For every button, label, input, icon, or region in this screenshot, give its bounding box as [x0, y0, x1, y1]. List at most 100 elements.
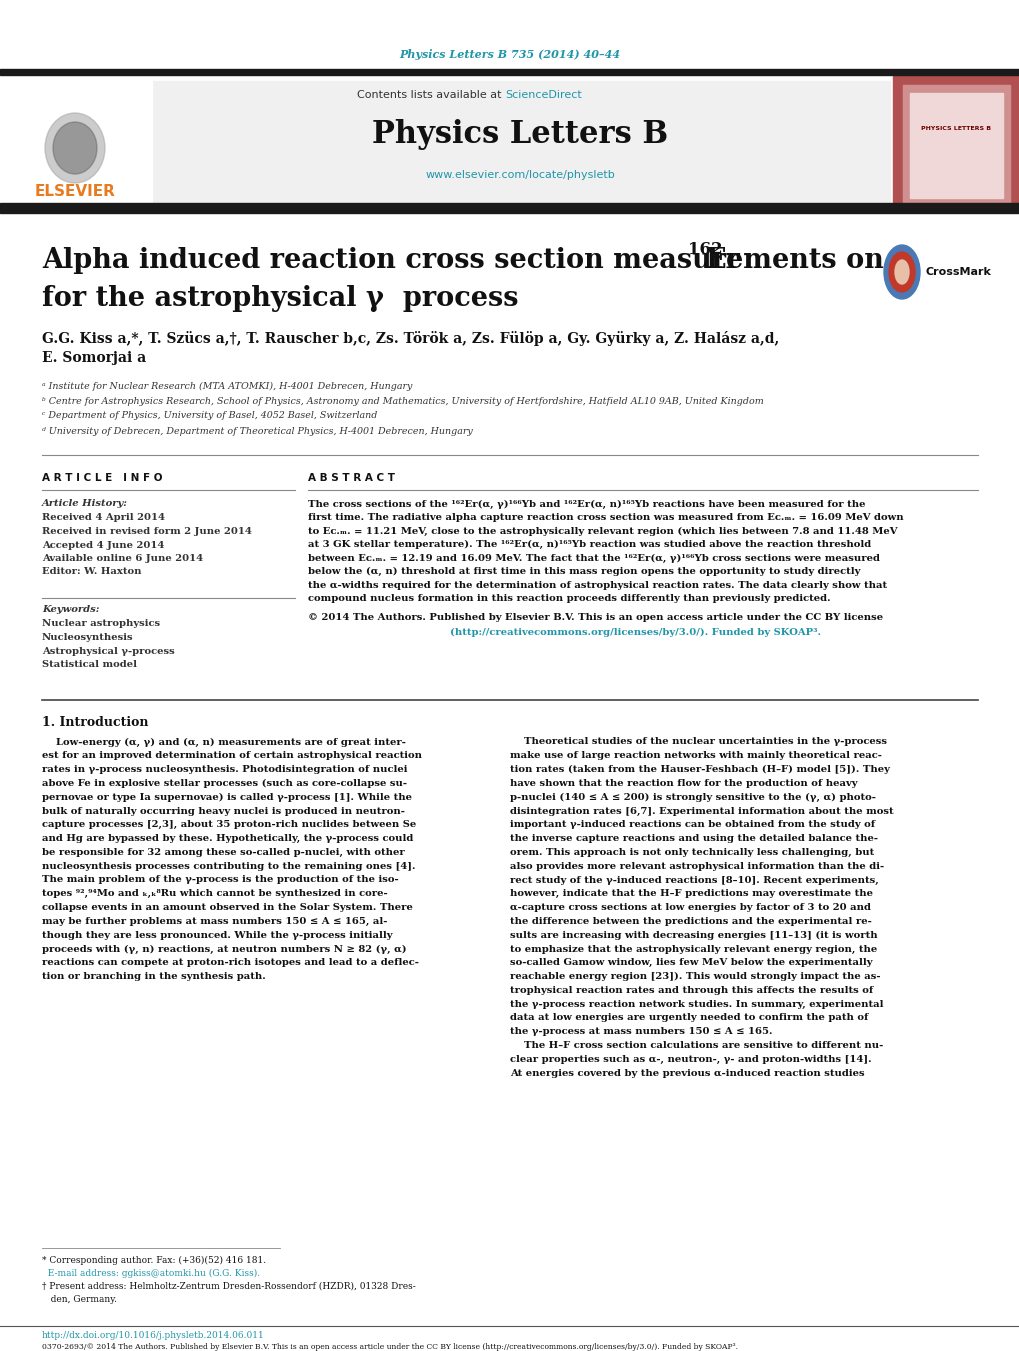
Bar	[0, 203, 1019, 213]
Text: Article History:: Article History:	[42, 500, 127, 508]
Ellipse shape	[889, 253, 914, 292]
Text: above Fe in explosive stellar processes (such as core-collapse su-: above Fe in explosive stellar processes …	[42, 778, 407, 788]
Text: tion or branching in the synthesis path.: tion or branching in the synthesis path.	[42, 973, 266, 981]
Text: reactions can compete at proton-rich isotopes and lead to a deflec-: reactions can compete at proton-rich iso…	[42, 958, 419, 967]
Text: topes ⁹²,⁹⁴Mo and ₖ,ₖ⁸Ru which cannot be synthesized in core-: topes ⁹²,⁹⁴Mo and ₖ,ₖ⁸Ru which cannot be…	[42, 889, 387, 898]
Text: capture processes [2,3], about 35 proton-rich nuclides between Se: capture processes [2,3], about 35 proton…	[42, 820, 416, 830]
Text: 0370-2693/© 2014 The Authors. Published by Elsevier B.V. This is an open access : 0370-2693/© 2014 The Authors. Published …	[42, 1343, 738, 1351]
Text: Received in revised form 2 June 2014: Received in revised form 2 June 2014	[42, 527, 252, 536]
Text: have shown that the reaction flow for the production of heavy: have shown that the reaction flow for th…	[510, 780, 857, 788]
Text: G.G. Kiss a,*, T. Szücs a,†, T. Rauscher b,c, Zs. Török a, Zs. Fülöp a, Gy. Gyür: G.G. Kiss a,*, T. Szücs a,†, T. Rauscher…	[42, 331, 779, 346]
Text: reachable energy region [23]). This would strongly impact the as-: reachable energy region [23]). This woul…	[510, 971, 879, 981]
Text: A R T I C L E   I N F O: A R T I C L E I N F O	[42, 473, 162, 484]
Text: pernovae or type Ia supernovae) is called γ-process [1]. While the: pernovae or type Ia supernovae) is calle…	[42, 793, 412, 801]
Text: * Corresponding author. Fax: (+36)(52) 416 181.: * Corresponding author. Fax: (+36)(52) 4…	[42, 1255, 266, 1265]
Text: ᵈ University of Debrecen, Department of Theoretical Physics, H-4001 Debrecen, Hu: ᵈ University of Debrecen, Department of …	[42, 427, 472, 435]
Text: Nuclear astrophysics: Nuclear astrophysics	[42, 620, 160, 628]
Text: 162: 162	[688, 240, 721, 258]
Text: Nucleosynthesis: Nucleosynthesis	[42, 634, 133, 642]
Text: 1. Introduction: 1. Introduction	[42, 716, 149, 728]
Text: clear properties such as α-, neutron-, γ- and proton-widths [14].: clear properties such as α-, neutron-, γ…	[510, 1055, 871, 1063]
Text: at 3 GK stellar temperature). The ¹⁶²Er(α, n)¹⁶⁵Yb reaction was studied above th: at 3 GK stellar temperature). The ¹⁶²Er(…	[308, 540, 870, 549]
Text: the inverse capture reactions and using the detailed balance the-: the inverse capture reactions and using …	[510, 834, 877, 843]
Text: Er: Er	[705, 246, 740, 273]
Text: make use of large reaction networks with mainly theoretical reac-: make use of large reaction networks with…	[510, 751, 881, 761]
Bar	[0, 69, 1019, 76]
Text: www.elsevier.com/locate/physletb: www.elsevier.com/locate/physletb	[425, 170, 614, 180]
Text: the difference between the predictions and the experimental re-: the difference between the predictions a…	[510, 917, 871, 925]
Text: ᵇ Centre for Astrophysics Research, School of Physics, Astronomy and Mathematics: ᵇ Centre for Astrophysics Research, Scho…	[42, 396, 763, 405]
Text: data at low energies are urgently needed to confirm the path of: data at low energies are urgently needed…	[510, 1013, 867, 1023]
Text: A B S T R A C T: A B S T R A C T	[308, 473, 394, 484]
Text: the γ-process at mass numbers 150 ≤ A ≤ 165.: the γ-process at mass numbers 150 ≤ A ≤ …	[510, 1027, 771, 1036]
Text: Low-energy (α, γ) and (α, n) measurements are of great inter-: Low-energy (α, γ) and (α, n) measurement…	[42, 738, 406, 747]
Text: also provides more relevant astrophysical information than the di-: also provides more relevant astrophysica…	[510, 862, 883, 870]
Text: below the (α, n) threshold at first time in this mass region opens the opportuni: below the (α, n) threshold at first time…	[308, 567, 860, 576]
Text: trophysical reaction rates and through this affects the results of: trophysical reaction rates and through t…	[510, 986, 872, 994]
Text: The H–F cross section calculations are sensitive to different nu-: The H–F cross section calculations are s…	[510, 1042, 882, 1050]
Text: α-capture cross sections at low energies by factor of 3 to 20 and: α-capture cross sections at low energies…	[510, 902, 870, 912]
Text: disintegration rates [6,7]. Experimental information about the most: disintegration rates [6,7]. Experimental…	[510, 807, 893, 816]
Text: Alpha induced reaction cross section measurements on: Alpha induced reaction cross section mea…	[42, 246, 893, 273]
Text: may be further problems at mass numbers 150 ≤ A ≤ 165, al-: may be further problems at mass numbers …	[42, 917, 387, 925]
Text: ᶜ Department of Physics, University of Basel, 4052 Basel, Switzerland: ᶜ Department of Physics, University of B…	[42, 412, 377, 420]
Text: between Eᴄ.ₘ. = 12.19 and 16.09 MeV. The fact that the ¹⁶²Er(α, γ)¹⁶⁶Yb cross se: between Eᴄ.ₘ. = 12.19 and 16.09 MeV. The…	[308, 554, 879, 562]
Bar	[892, 76, 1019, 208]
Text: nucleosynthesis processes contributing to the remaining ones [4].: nucleosynthesis processes contributing t…	[42, 862, 415, 870]
Text: den, Germany.: den, Germany.	[42, 1294, 117, 1304]
Text: be responsible for 32 among these so-called p-nuclei, with other: be responsible for 32 among these so-cal…	[42, 848, 405, 857]
Bar	[902, 85, 1009, 203]
Text: however, indicate that the H–F predictions may overestimate the: however, indicate that the H–F predictio…	[510, 889, 872, 898]
Text: The cross sections of the ¹⁶²Er(α, γ)¹⁶⁶Yb and ¹⁶²Er(α, n)¹⁶⁵Yb reactions have b: The cross sections of the ¹⁶²Er(α, γ)¹⁶⁶…	[308, 500, 865, 508]
Text: and Hg are bypassed by these. Hypothetically, the γ-process could: and Hg are bypassed by these. Hypothetic…	[42, 834, 413, 843]
Ellipse shape	[53, 122, 97, 174]
Text: though they are less pronounced. While the γ-process initially: though they are less pronounced. While t…	[42, 931, 392, 940]
Text: orem. This approach is not only technically less challenging, but: orem. This approach is not only technica…	[510, 848, 873, 857]
Text: © 2014 The Authors. Published by Elsevier B.V. This is an open access article un: © 2014 The Authors. Published by Elsevie…	[308, 613, 882, 623]
Text: p-nuclei (140 ≤ A ≤ 200) is strongly sensitive to the (γ, α) photo-: p-nuclei (140 ≤ A ≤ 200) is strongly sen…	[510, 793, 875, 801]
Text: compound nucleus formation in this reaction proceeds differently than previously: compound nucleus formation in this react…	[308, 594, 829, 603]
Text: Statistical model: Statistical model	[42, 661, 137, 669]
Text: ᵃ Institute for Nuclear Research (MTA ATOMKI), H-4001 Debrecen, Hungary: ᵃ Institute for Nuclear Research (MTA AT…	[42, 381, 412, 390]
Text: At energies covered by the previous α-induced reaction studies: At energies covered by the previous α-in…	[510, 1069, 864, 1078]
Text: rates in γ-process nucleosynthesis. Photodisintegration of nuclei: rates in γ-process nucleosynthesis. Phot…	[42, 765, 408, 774]
Text: the α-widths required for the determination of astrophysical reaction rates. The: the α-widths required for the determinat…	[308, 581, 887, 589]
Text: PHYSICS LETTERS B: PHYSICS LETTERS B	[920, 126, 990, 131]
Bar	[909, 93, 1002, 199]
Text: Keywords:: Keywords:	[42, 605, 100, 615]
Text: for the astrophysical γ  process: for the astrophysical γ process	[42, 285, 518, 312]
Text: (http://creativecommons.org/licenses/by/3.0/). Funded by SKOAP³.: (http://creativecommons.org/licenses/by/…	[449, 627, 820, 636]
Text: Physics Letters B: Physics Letters B	[372, 119, 667, 150]
Text: Theoretical studies of the nuclear uncertainties in the γ-process: Theoretical studies of the nuclear uncer…	[510, 738, 887, 747]
Bar	[0, 81, 152, 205]
Ellipse shape	[883, 245, 919, 299]
Bar	[902, 85, 1009, 203]
Bar	[152, 81, 890, 205]
Text: collapse events in an amount observed in the Solar System. There: collapse events in an amount observed in…	[42, 902, 413, 912]
Text: bulk of naturally occurring heavy nuclei is produced in neutron-: bulk of naturally occurring heavy nuclei…	[42, 807, 405, 816]
Text: ELSEVIER: ELSEVIER	[35, 185, 115, 200]
Text: † Present address: Helmholtz-Zentrum Dresden-Rossendorf (HZDR), 01328 Dres-: † Present address: Helmholtz-Zentrum Dre…	[42, 1282, 416, 1290]
Text: important γ-induced reactions can be obtained from the study of: important γ-induced reactions can be obt…	[510, 820, 874, 830]
Text: tion rates (taken from the Hauser-Feshbach (H–F) model [5]). They: tion rates (taken from the Hauser-Feshba…	[510, 765, 889, 774]
Ellipse shape	[45, 113, 105, 182]
Text: Received 4 April 2014: Received 4 April 2014	[42, 513, 165, 523]
Text: to Eᴄ.ₘ. = 11.21 MeV, close to the astrophysically relevant region (which lies b: to Eᴄ.ₘ. = 11.21 MeV, close to the astro…	[308, 527, 897, 535]
Text: The main problem of the γ-process is the production of the iso-: The main problem of the γ-process is the…	[42, 875, 398, 885]
Text: CrossMark: CrossMark	[925, 267, 990, 277]
Text: E-mail address: ggkiss@atomki.hu (G.G. Kiss).: E-mail address: ggkiss@atomki.hu (G.G. K…	[42, 1269, 260, 1278]
Text: Physics Letters B 735 (2014) 40–44: Physics Letters B 735 (2014) 40–44	[399, 50, 620, 61]
Text: proceeds with (γ, n) reactions, at neutron numbers N ≥ 82 (γ, α): proceeds with (γ, n) reactions, at neutr…	[42, 944, 407, 954]
Text: est for an improved determination of certain astrophysical reaction: est for an improved determination of cer…	[42, 751, 422, 761]
Text: ScienceDirect: ScienceDirect	[504, 91, 581, 100]
Text: E. Somorjai a: E. Somorjai a	[42, 351, 146, 365]
Text: the γ-process reaction network studies. In summary, experimental: the γ-process reaction network studies. …	[510, 1000, 882, 1009]
Text: to emphasize that the astrophysically relevant energy region, the: to emphasize that the astrophysically re…	[510, 944, 876, 954]
Text: http://dx.doi.org/10.1016/j.physletb.2014.06.011: http://dx.doi.org/10.1016/j.physletb.201…	[42, 1332, 265, 1340]
Text: first time. The radiative alpha capture reaction cross section was measured from: first time. The radiative alpha capture …	[308, 513, 903, 521]
Text: so-called Gamow window, lies few MeV below the experimentally: so-called Gamow window, lies few MeV bel…	[510, 958, 871, 967]
Text: Contents lists available at: Contents lists available at	[357, 91, 504, 100]
Text: Astrophysical γ-process: Astrophysical γ-process	[42, 647, 174, 655]
Text: Available online 6 June 2014: Available online 6 June 2014	[42, 554, 203, 563]
Text: rect study of the γ-induced reactions [8–10]. Recent experiments,: rect study of the γ-induced reactions [8…	[510, 875, 878, 885]
